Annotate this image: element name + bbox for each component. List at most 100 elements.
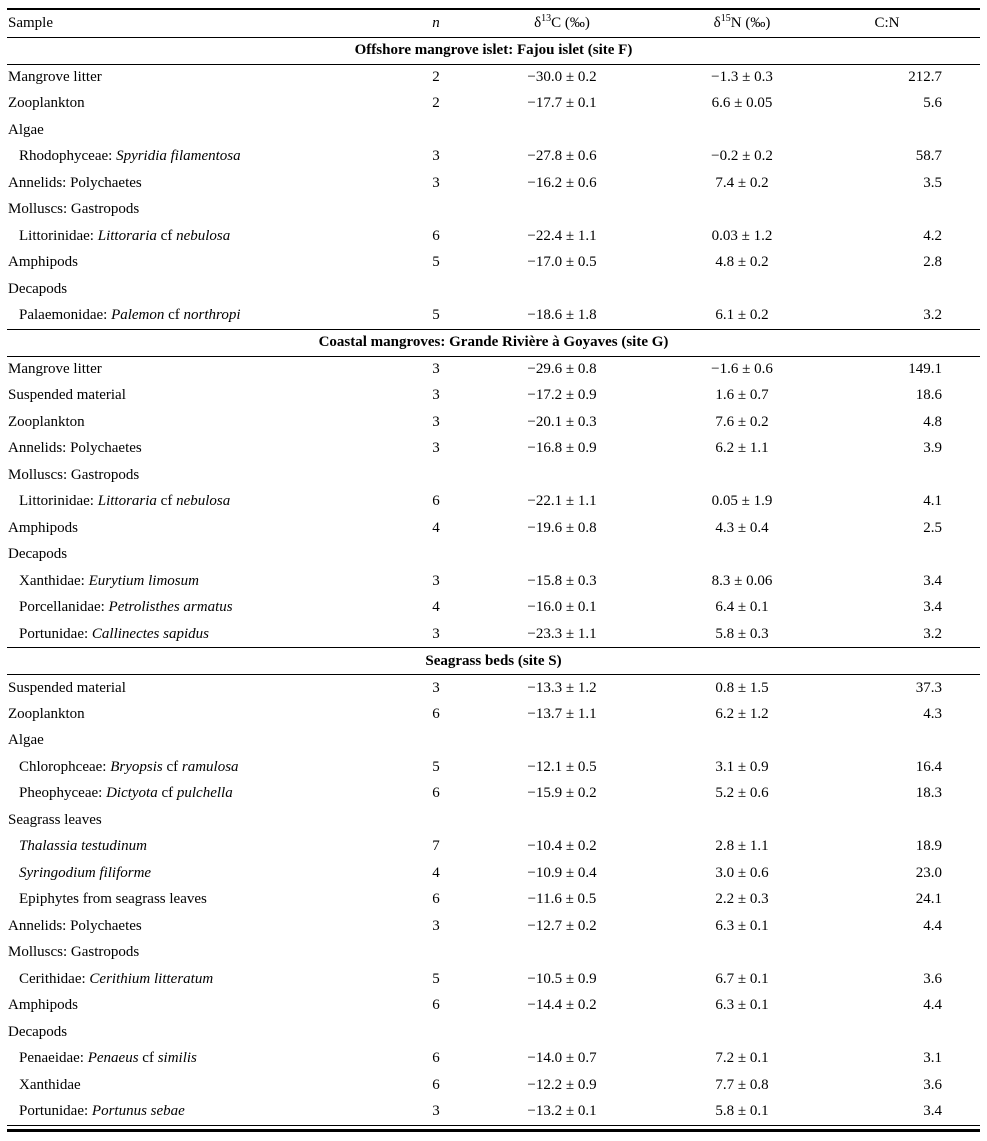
cn-cell: 4.4	[923, 917, 942, 934]
sample-label: cf	[157, 785, 177, 802]
n-cell	[400, 276, 472, 303]
d13c-cell: −22.1 ± 1.1	[527, 493, 597, 510]
n-cell	[400, 462, 472, 489]
sample-label: Decapods	[8, 1023, 68, 1040]
table-row: Decapods	[7, 1019, 980, 1046]
n-cell: 2	[432, 69, 440, 85]
sample-label: Amphipods	[8, 254, 79, 271]
sample-label: Annelids: Polychaetes	[8, 440, 142, 457]
cn-cell: 16.4	[915, 758, 942, 775]
sample-cell: Amphipods	[7, 515, 400, 542]
table-row: Palaemonidae: Palemon cf northropi 5 −18.6…	[7, 303, 980, 330]
table-row: Thalassia testudinum 7 −10.4 ± 0.2 2.8 ± 1.…	[7, 834, 980, 861]
sample-cell: Amphipods	[7, 250, 400, 277]
cn-cell	[832, 542, 980, 569]
table-row: Decapods	[7, 542, 980, 569]
sample-label: Porcellanidae:	[19, 599, 109, 616]
d13c-cell: −30.0 ± 0.2	[527, 69, 597, 85]
table-row: Decapods	[7, 276, 980, 303]
column-header-d15n: δ15N (‰)	[652, 9, 832, 38]
sample-cell: Pheophyceae: Dictyota cf pulchella	[7, 781, 400, 808]
table-row: Molluscs: Gastropods	[7, 940, 980, 967]
sample-label: Zooplankton	[8, 413, 85, 430]
d15n-cell	[652, 276, 832, 303]
species-name: Cerithium litteratum	[89, 970, 214, 987]
table-row: Amphipods 4 −19.6 ± 0.8 4.3 ± 0.4 2.5	[7, 515, 980, 542]
d13c-cell: −18.6 ± 1.8	[527, 307, 597, 323]
species-name: pulchella	[176, 785, 233, 802]
section-header-row: Offshore mangrove islet: Fajou islet (si…	[7, 36, 980, 65]
cn-cell: 4.4	[923, 997, 942, 1014]
d13c-cell: −17.0 ± 0.5	[527, 254, 597, 271]
sample-cell: Zooplankton	[7, 701, 400, 728]
sample-cell: Algae	[7, 117, 400, 144]
sample-label: cf	[162, 758, 182, 775]
cn-cell	[832, 940, 980, 967]
d13c-cell: −12.7 ± 0.2	[527, 917, 597, 934]
d15n-cell	[652, 542, 832, 569]
cn-cell: 24.1	[915, 891, 942, 908]
d13c-cell: −22.4 ± 1.1	[527, 227, 597, 244]
n-cell: 6	[432, 705, 440, 722]
sample-label: cf	[156, 493, 177, 510]
d13c-cell: −17.7 ± 0.1	[527, 95, 597, 112]
table-row: Epiphytes from seagrass leaves 6 −11.6 ± 0…	[7, 887, 980, 914]
table-bottom-rule	[7, 1125, 980, 1132]
sample-label: cf	[138, 1050, 158, 1067]
d15n-cell	[652, 1019, 832, 1046]
sample-label: Chlorophceae:	[19, 758, 111, 775]
n-cell	[400, 807, 472, 834]
d15n-cell: 7.4 ± 0.2	[715, 174, 769, 191]
d15n-cell: 7.6 ± 0.2	[715, 413, 769, 430]
cn-cell	[832, 728, 980, 755]
d15n-cell: 6.2 ± 1.1	[715, 440, 769, 457]
sample-label: Algae	[8, 732, 44, 749]
sample-label: Decapods	[8, 280, 68, 297]
table-row: Seagrass leaves	[7, 807, 980, 834]
species-name: Penaeus	[87, 1050, 139, 1067]
sample-label: Algae	[8, 121, 44, 138]
sample-label: Xanthidae:	[19, 572, 89, 589]
column-header-n: n	[400, 9, 472, 38]
table-row: Amphipods 6 −14.4 ± 0.2 6.3 ± 0.1 4.4	[7, 993, 980, 1020]
cn-cell: 3.6	[923, 970, 942, 987]
sample-cell: Epiphytes from seagrass leaves	[7, 887, 400, 914]
d15n-prefix: δ	[713, 14, 721, 31]
cn-cell: 23.0	[915, 864, 942, 881]
cn-cell: 2.5	[923, 519, 942, 536]
table-body: Offshore mangrove islet: Fajou islet (si…	[7, 36, 980, 1125]
sample-label: Epiphytes from seagrass leaves	[19, 891, 207, 908]
sample-cell: Chlorophceae: Bryopsis cf ramulosa	[7, 754, 400, 781]
species-name: Bryopsis	[110, 758, 163, 775]
table-row: Penaeidae: Penaeus cf similis 6 −14.0 ± 0.…	[7, 1046, 980, 1073]
table-row: Littorinidae: Littoraria cf nebulosa 6 −22…	[7, 223, 980, 250]
d15n-cell	[652, 728, 832, 755]
d13c-cell: −19.6 ± 0.8	[527, 519, 597, 536]
sample-label: Molluscs: Gastropods	[8, 201, 140, 218]
sample-label: Amphipods	[8, 997, 79, 1014]
d13c-cell: −20.1 ± 0.3	[527, 413, 597, 430]
d13c-cell: −29.6 ± 0.8	[527, 361, 597, 377]
n-cell: 5	[432, 758, 440, 775]
sample-cell: Annelids: Polychaetes	[7, 913, 400, 940]
sample-label: Molluscs: Gastropods	[8, 944, 140, 961]
species-name: Syringodium filiforme	[19, 864, 152, 881]
sample-label: Annelids: Polychaetes	[8, 174, 142, 191]
d13c-cell	[472, 940, 652, 967]
sample-cell: Molluscs: Gastropods	[7, 462, 400, 489]
n-cell: 4	[432, 599, 440, 616]
cn-cell: 18.6	[915, 387, 942, 404]
n-cell: 3	[432, 148, 440, 165]
n-cell	[400, 197, 472, 224]
cn-cell: 3.1	[923, 1050, 942, 1067]
d13c-cell	[472, 728, 652, 755]
d15n-cell: 5.2 ± 0.6	[715, 785, 769, 802]
d13c-cell: −15.8 ± 0.3	[527, 572, 597, 589]
cn-cell: 5.6	[923, 95, 942, 112]
d15n-cell: 8.3 ± 0.06	[711, 572, 773, 589]
cn-cell	[832, 1019, 980, 1046]
d13c-cell: −13.2 ± 0.1	[527, 1103, 597, 1120]
d15n-cell: 7.2 ± 0.1	[715, 1050, 769, 1067]
cn-cell	[832, 276, 980, 303]
species-name: ramulosa	[181, 758, 239, 775]
